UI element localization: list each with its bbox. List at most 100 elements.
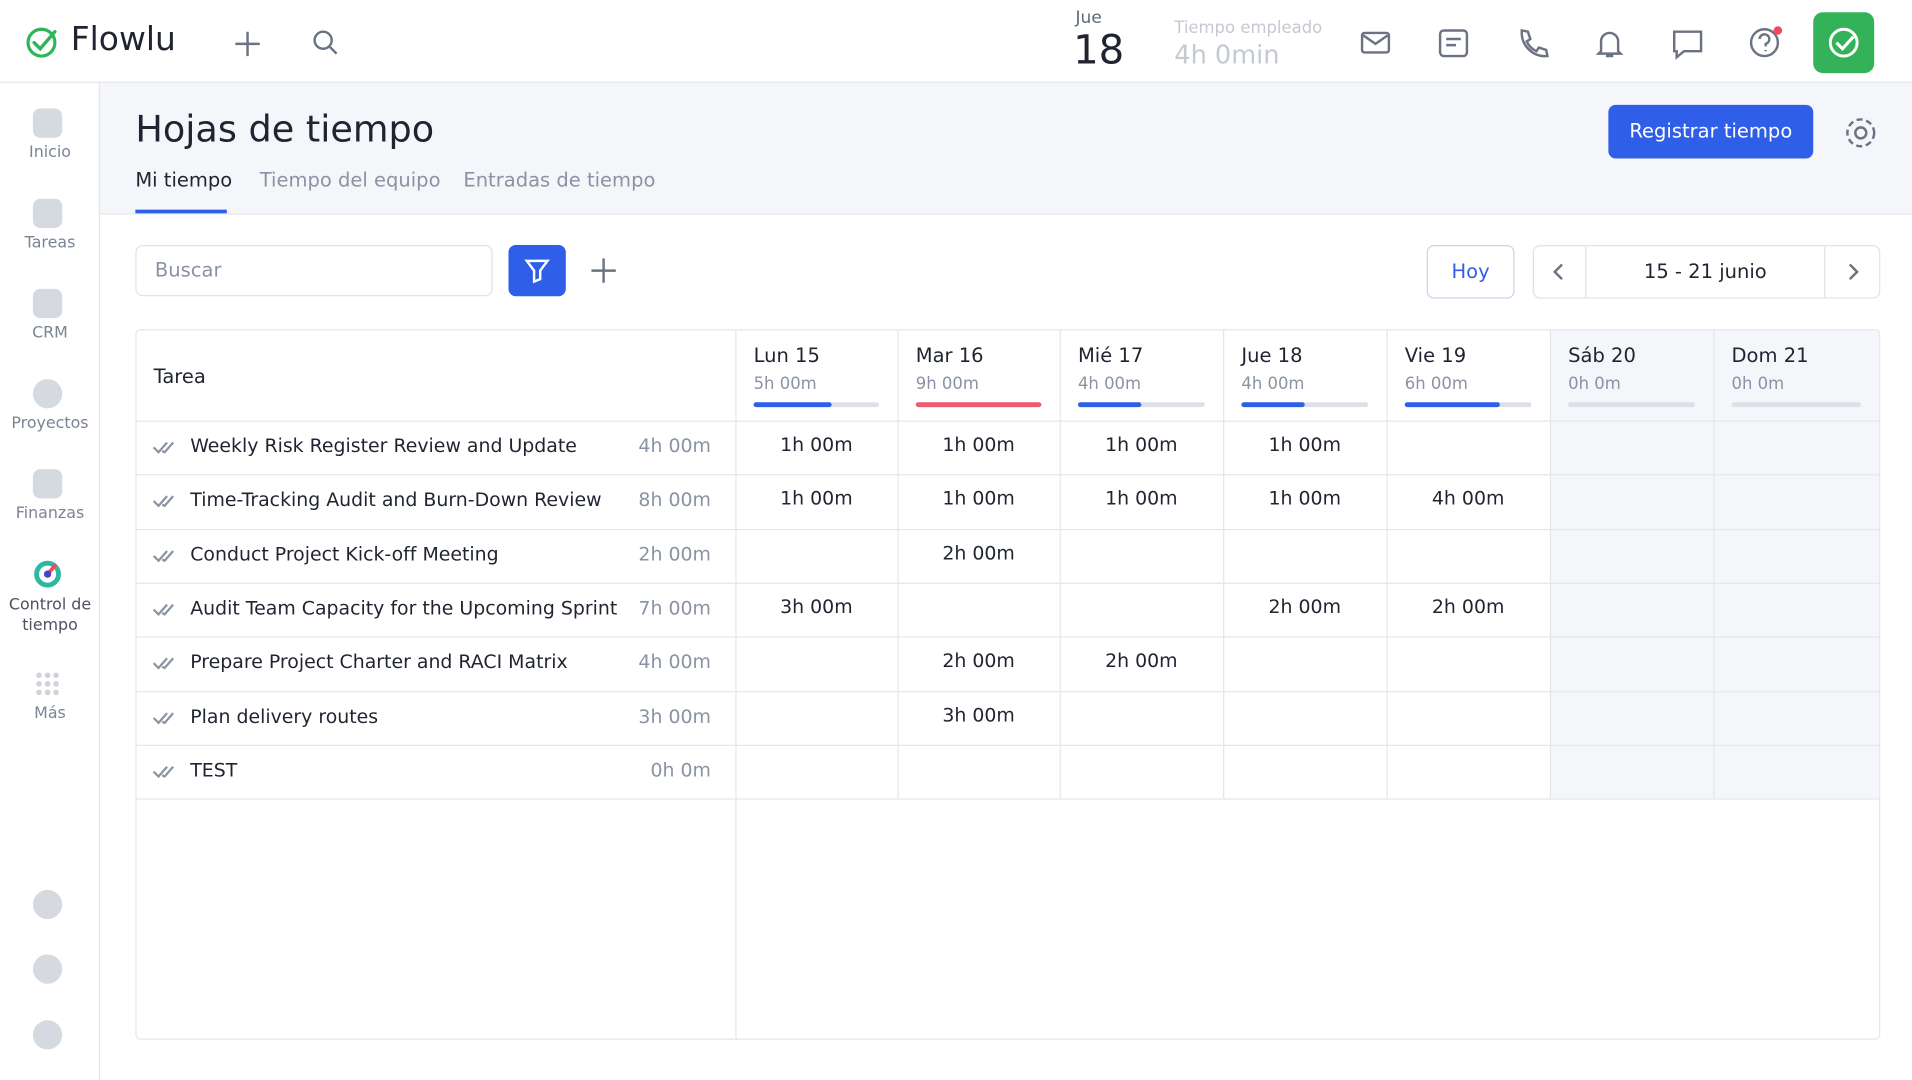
time-cell[interactable]: 2h 00m bbox=[1431, 595, 1505, 618]
row-divider bbox=[136, 744, 1880, 746]
task-total: 3h 00m bbox=[638, 705, 711, 728]
time-icon bbox=[34, 560, 61, 588]
day-label: Sáb 20 bbox=[1568, 343, 1636, 367]
task-name[interactable]: Plan delivery routes bbox=[190, 705, 379, 728]
nav-item[interactable]: CRM bbox=[32, 324, 68, 343]
done-icon bbox=[152, 492, 179, 512]
divider bbox=[1824, 246, 1826, 298]
bell-icon[interactable] bbox=[1593, 26, 1630, 63]
notes-icon[interactable] bbox=[1436, 26, 1473, 63]
add-button[interactable] bbox=[232, 28, 264, 60]
time-cell[interactable]: 2h 00m bbox=[1105, 649, 1178, 672]
time-cell[interactable]: 1h 00m bbox=[942, 487, 1015, 510]
progress-fill bbox=[753, 402, 833, 408]
help-icon[interactable] bbox=[1747, 23, 1786, 62]
day-total: 4h 00m bbox=[1077, 374, 1142, 394]
nav-item[interactable]: Tareas bbox=[24, 234, 76, 253]
top-bar bbox=[0, 0, 1912, 83]
row-divider bbox=[136, 582, 1880, 584]
day-label: Vie 19 bbox=[1404, 343, 1467, 367]
row-divider bbox=[136, 690, 1880, 692]
task-name[interactable]: Conduct Project Kick-off Meeting bbox=[190, 543, 499, 566]
time-cell[interactable]: 1h 00m bbox=[780, 487, 853, 510]
row-divider bbox=[136, 636, 1880, 638]
logo-text: Flowlu bbox=[70, 20, 176, 59]
task-total: 0h 0m bbox=[650, 759, 711, 782]
progress-fill bbox=[1077, 402, 1142, 408]
mail-icon[interactable] bbox=[1358, 26, 1395, 63]
done-icon bbox=[152, 708, 179, 728]
projects-icon bbox=[32, 379, 63, 409]
settings-icon[interactable] bbox=[32, 954, 63, 984]
tab[interactable]: Entradas de tiempo bbox=[463, 168, 656, 192]
phone-icon[interactable] bbox=[1514, 26, 1551, 63]
task-name[interactable]: Time-Tracking Audit and Burn-Down Review bbox=[190, 489, 602, 512]
time-cell[interactable]: 1h 00m bbox=[780, 433, 853, 456]
more-icon bbox=[36, 672, 59, 696]
crm-icon bbox=[32, 288, 63, 319]
apps-icon[interactable] bbox=[32, 889, 63, 920]
task-name[interactable]: Prepare Project Charter and RACI Matrix bbox=[190, 651, 568, 674]
time-value: 4h 0min bbox=[1174, 40, 1280, 70]
nav-item-active[interactable]: Control de tiempo bbox=[8, 596, 92, 636]
day-total: 0h 0m bbox=[1731, 374, 1785, 394]
time-cell[interactable]: 4h 00m bbox=[1431, 487, 1505, 510]
column-divider bbox=[1386, 330, 1388, 799]
support-icon[interactable] bbox=[32, 1020, 63, 1050]
tasks-icon bbox=[32, 198, 63, 228]
time-cell[interactable]: 1h 00m bbox=[1105, 487, 1178, 510]
task-name[interactable]: Weekly Risk Register Review and Update bbox=[190, 435, 577, 458]
nav-item[interactable]: Proyectos bbox=[11, 414, 89, 433]
divider bbox=[1585, 246, 1587, 298]
time-cell[interactable]: 1h 00m bbox=[942, 433, 1015, 456]
time-cell[interactable]: 1h 00m bbox=[1105, 433, 1178, 456]
settings-button[interactable] bbox=[1842, 115, 1879, 152]
day-total: 4h 00m bbox=[1241, 374, 1305, 394]
time-cell[interactable]: 3h 00m bbox=[780, 595, 853, 618]
time-cell[interactable]: 2h 00m bbox=[942, 541, 1015, 564]
register-button[interactable]: Registrar tiempo bbox=[1608, 104, 1814, 159]
progress-track bbox=[1731, 402, 1861, 408]
add-entry-button[interactable] bbox=[588, 255, 620, 287]
day-name: Jue bbox=[1075, 8, 1102, 29]
done-icon bbox=[152, 762, 179, 782]
time-cell[interactable]: 2h 00m bbox=[1268, 595, 1341, 618]
time-cell[interactable]: 2h 00m bbox=[942, 649, 1015, 672]
task-name[interactable]: TEST bbox=[190, 759, 238, 782]
nav-item[interactable]: Finanzas bbox=[15, 504, 85, 523]
time-cell[interactable]: 1h 00m bbox=[1268, 487, 1341, 510]
nav-item[interactable]: Inicio bbox=[29, 143, 71, 163]
progress-track bbox=[1241, 402, 1369, 408]
finance-icon bbox=[32, 469, 63, 499]
day-label: Lun 15 bbox=[753, 343, 820, 367]
task-total: 4h 00m bbox=[638, 435, 711, 458]
time-cell[interactable]: 3h 00m bbox=[942, 703, 1015, 726]
time-cell[interactable]: 1h 00m bbox=[1268, 433, 1341, 456]
search-button[interactable] bbox=[310, 27, 342, 59]
weekend-column bbox=[1549, 330, 1714, 799]
day-total: 0h 0m bbox=[1568, 374, 1621, 394]
task-total: 8h 00m bbox=[638, 489, 711, 512]
progress-fill bbox=[1404, 402, 1500, 408]
day-label: Mié 17 bbox=[1077, 343, 1144, 367]
column-divider bbox=[1713, 330, 1715, 799]
filter-button[interactable] bbox=[508, 245, 566, 297]
next-week[interactable] bbox=[1841, 260, 1865, 284]
column-divider bbox=[1223, 330, 1225, 799]
timer-button[interactable] bbox=[1813, 12, 1875, 74]
tab[interactable]: Tiempo del equipo bbox=[259, 168, 441, 192]
search-input[interactable]: Buscar bbox=[135, 245, 493, 297]
chat-icon[interactable] bbox=[1669, 26, 1706, 63]
nav-item[interactable]: Más bbox=[34, 704, 66, 723]
tab-underline bbox=[135, 209, 227, 214]
range-label: 15 - 21 junio bbox=[1643, 259, 1767, 283]
done-icon bbox=[152, 546, 179, 566]
prev-week[interactable] bbox=[1546, 260, 1570, 284]
tab-active[interactable]: Mi tiempo bbox=[135, 168, 233, 192]
today-button[interactable]: Hoy bbox=[1426, 245, 1515, 299]
home-icon bbox=[32, 108, 63, 138]
task-name[interactable]: Audit Team Capacity for the Upcoming Spr… bbox=[190, 597, 618, 620]
